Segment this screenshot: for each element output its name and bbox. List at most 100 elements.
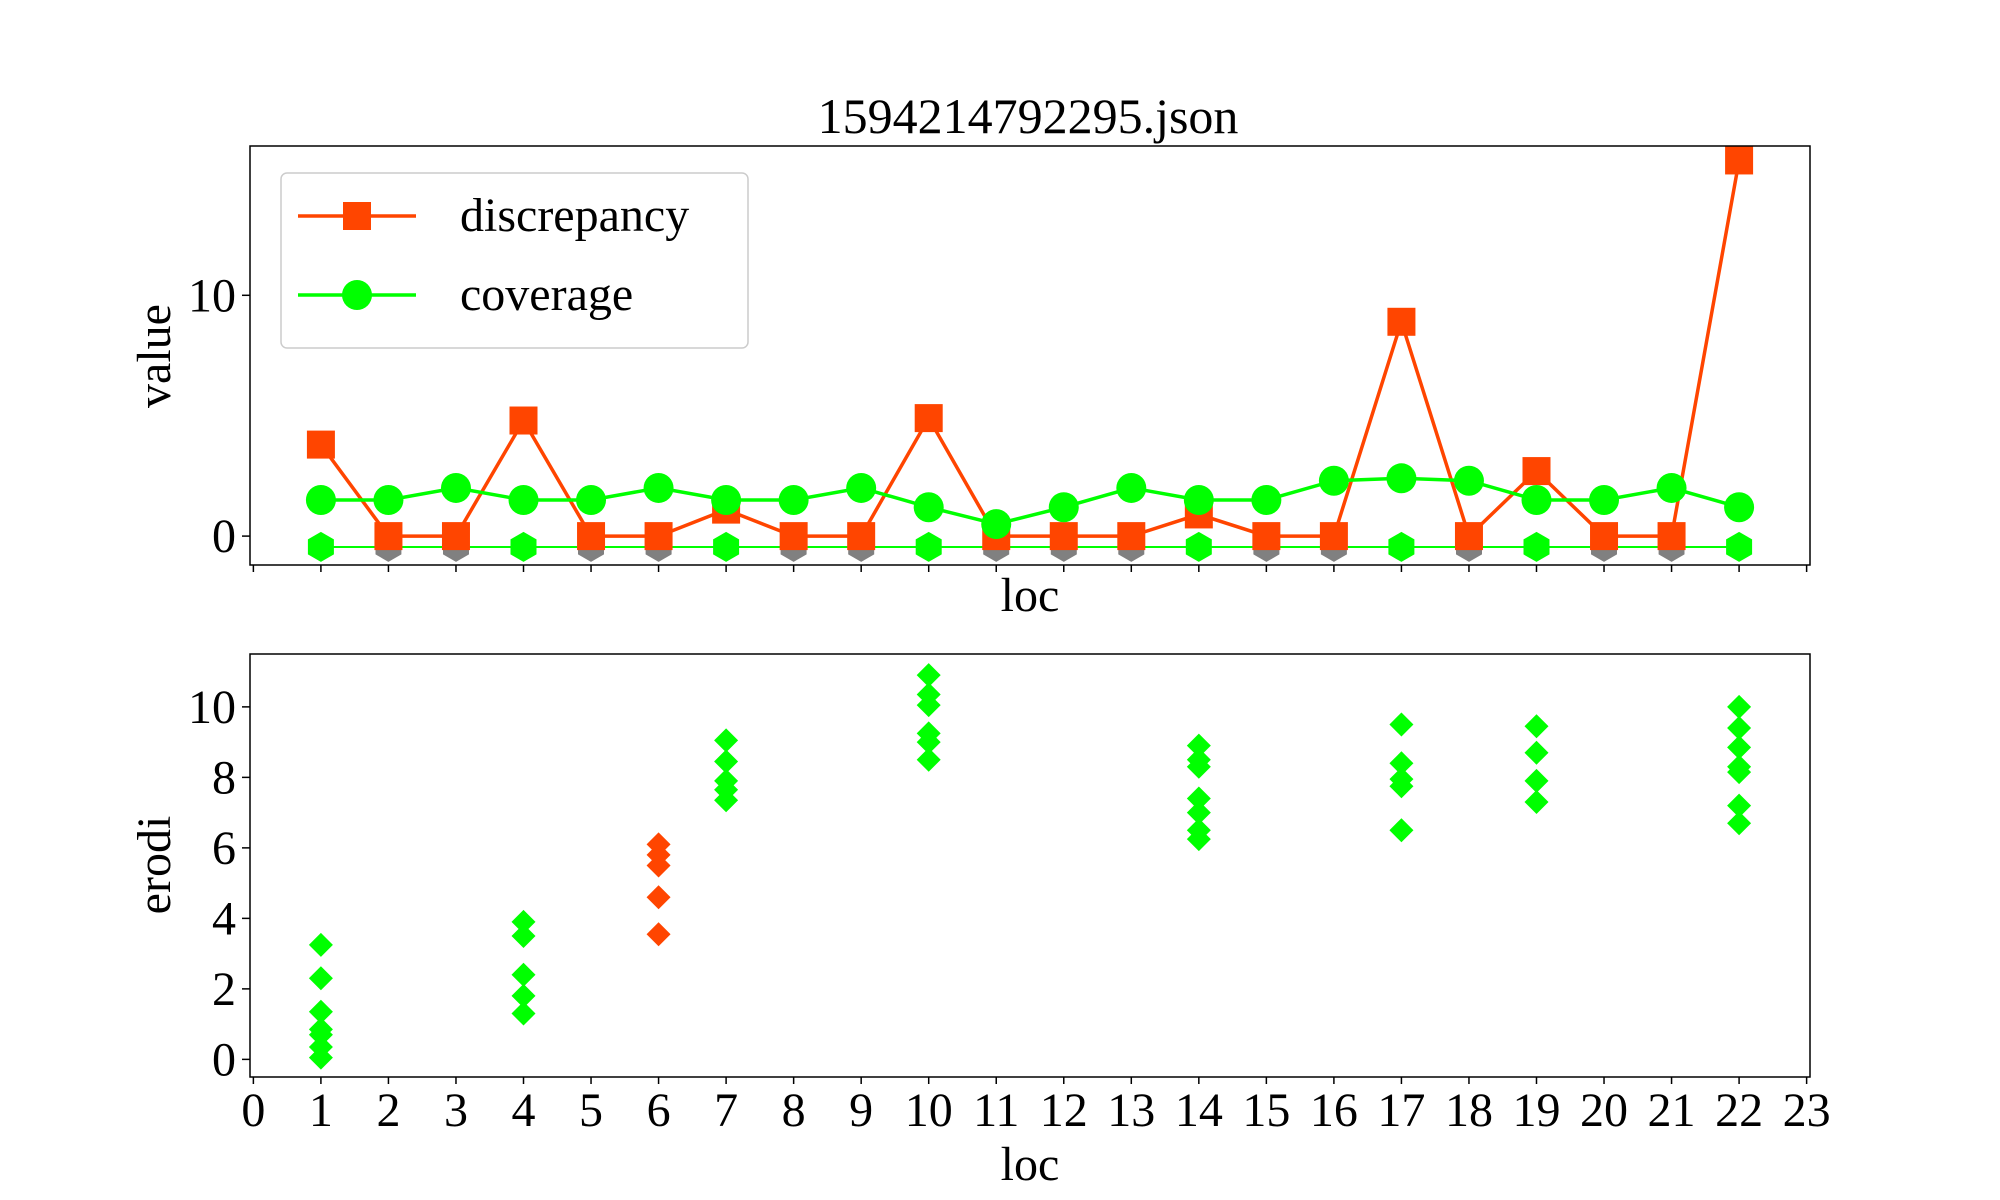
coverage-point [913,492,944,523]
baseline-hexagon-point [713,531,740,562]
coverage-point [1589,484,1620,515]
erodi-point [916,747,941,772]
erodi-point [1186,733,1211,758]
bottom-x-tick-label: 16 [1310,1084,1358,1137]
discrepancy-point [644,522,673,551]
legend-discrepancy-marker [343,202,371,230]
erodi-point [1389,818,1414,843]
bottom-y-tick-label: 2 [212,963,236,1016]
top-x-axis-label: loc [1001,569,1060,622]
coverage-point [305,484,336,515]
bottom-x-tick-label: 19 [1512,1084,1560,1137]
legend-entry-discrepancy: discrepancy [298,189,689,242]
bottom-x-tick-label: 3 [444,1084,468,1137]
erodi-point [646,853,671,878]
bottom-x-ticks: 0 1 2 3 4 5 6 7 8 9 10 11 12 13 14 15 16 17 18 19 20 21 22 23 [241,1077,1831,1137]
coverage-point [373,484,404,515]
coverage-point [1386,463,1417,494]
erodi-point [308,1045,333,1070]
bottom-x-axis-label: loc [1001,1138,1060,1191]
bottom-x-tick-label: 4 [512,1084,536,1137]
top-y-tick-label: 10 [188,269,236,322]
erodi-point [308,999,333,1024]
bottom-y-axis-label: erodi [128,816,181,915]
erodi-point [511,909,536,934]
coverage-line [320,476,1740,526]
coverage-point [576,484,607,515]
bottom-x-tick-label: 1 [309,1084,333,1137]
bottom-x-tick-label: 18 [1445,1084,1493,1137]
erodi-point [1727,811,1752,836]
discrepancy-point [509,406,538,435]
erodi-point [511,962,536,987]
baseline-hexagon-point [1523,531,1550,562]
bottom-y-ticks: 0 2 4 6 8 10 [188,681,250,1086]
discrepancy-point [914,404,943,433]
discrepancy-point [1725,146,1754,175]
legend-coverage-label: coverage [460,268,633,321]
baseline-hexagon-point [307,531,334,562]
legend: discrepancy coverage [280,172,749,349]
coverage-point [1251,484,1282,515]
discrepancy-point [1657,522,1686,551]
coverage-point [1521,484,1552,515]
bottom-y-tick-label: 10 [188,681,236,734]
coverage-point [1656,472,1687,503]
bottom-x-tick-label: 7 [714,1084,738,1137]
erodi-point [916,730,941,755]
erodi-point [1727,760,1752,785]
erodi-point [308,1022,333,1047]
discrepancy-point [1319,522,1348,551]
bottom-x-tick-label: 23 [1783,1084,1831,1137]
bottom-x-tick-label: 8 [782,1084,806,1137]
coverage-point [778,484,809,515]
coverage-point [1724,492,1755,523]
bottom-x-tick-label: 15 [1242,1084,1290,1137]
discrepancy-point [1387,307,1416,336]
discrepancy-point [1049,522,1078,551]
erodi-point [1524,714,1549,739]
chart-title: 1594214792295.json [818,88,1239,144]
erodi-point [1389,712,1414,737]
top-y-axis-label: value [128,304,181,408]
erodi-point [916,693,941,718]
bottom-x-tick-label: 12 [1040,1084,1088,1137]
bottom-axes-frame [249,653,1811,1078]
erodi-point [1524,790,1549,815]
baseline-hexagon-point [915,531,942,562]
erodi-point [1727,694,1752,719]
bottom-x-tick-label: 21 [1648,1084,1696,1137]
top-y-tick-label: 0 [212,510,236,563]
bottom-x-tick-label: 9 [849,1084,873,1137]
discrepancy-point [374,522,403,551]
erodi-point [308,932,333,957]
bottom-x-tick-label: 22 [1715,1084,1763,1137]
baseline-hexagon-point [1388,531,1415,562]
discrepancy-point [1252,522,1281,551]
erodi-point [308,966,333,991]
coverage-point [508,484,539,515]
erodi-point [1727,793,1752,818]
top-y-ticks: 0 10 [188,269,250,563]
discrepancy-point [1590,522,1619,551]
erodi-point [511,983,536,1008]
bottom-x-tick-label: 5 [579,1084,603,1137]
discrepancy-point [1117,522,1146,551]
bottom-x-tick-label: 14 [1175,1084,1223,1137]
coverage-point [981,509,1012,540]
coverage-point [440,472,471,503]
bottom-x-tick-label: 2 [376,1084,400,1137]
discrepancy-point [441,522,470,551]
bottom-x-tick-label: 10 [905,1084,953,1137]
baseline-hexagon-point [1726,531,1753,562]
erodi-point [1727,716,1752,741]
baseline-hexagon-point [1185,531,1212,562]
discrepancy-point [306,430,335,459]
top-axes-frame [249,145,1811,566]
bottom-x-tick-label: 0 [241,1084,265,1137]
erodi-point [714,728,739,753]
bottom-y-tick-label: 4 [212,892,236,945]
coverage-point [1318,465,1349,496]
erodi-point [1186,754,1211,779]
